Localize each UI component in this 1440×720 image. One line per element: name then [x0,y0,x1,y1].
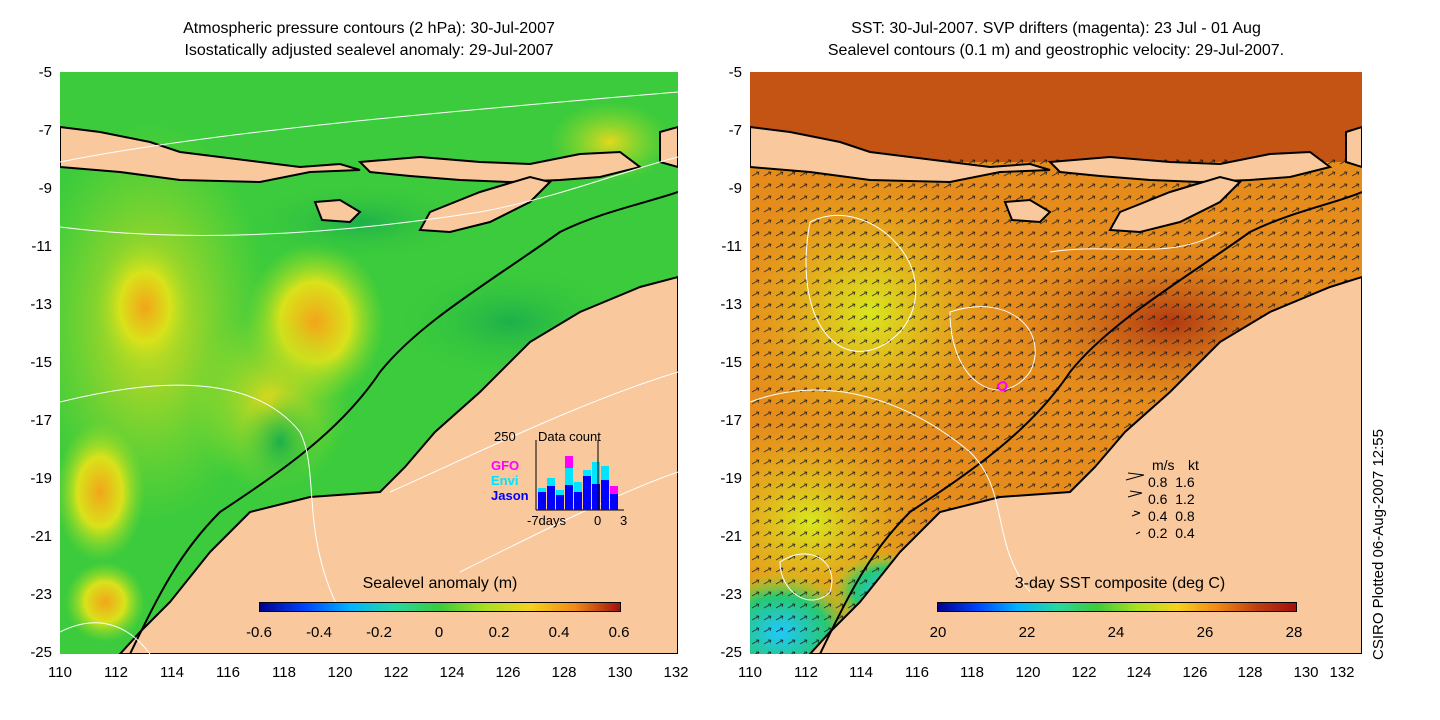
inset-bar-chart [535,440,624,511]
inset-bars [538,456,618,510]
legend-arrows [1125,472,1145,535]
inset-legend-gfo: GFO [491,458,520,473]
inset-xlabel-zero: 0 [594,513,602,528]
right-colorbar-title: 3-day SST composite (deg C) [1014,575,1226,592]
legend-header-kt: kt [1188,457,1199,473]
left-title-line2: Isostatically adjusted sealevel anomaly:… [184,42,554,59]
inset-xlabel-start: -7days [527,513,567,528]
inset-legend-jason: Jason [491,488,529,503]
left-title-line1: Atmospheric pressure contours (2 hPa): 3… [183,20,555,37]
inset-xlabel-end: 3 [620,513,628,528]
legend-row-1: 0.8 1.6 [1148,474,1195,490]
left-map-panel[interactable] [60,72,678,654]
right-title-line2: Sealevel contours (0.1 m) and geostrophi… [827,42,1285,59]
sst-map [750,72,1362,654]
legend-row-3: 0.4 0.8 [1148,508,1195,524]
right-colorbar [937,602,1297,612]
inset-title: Data count [538,429,601,444]
legend-row-4: 0.2 0.4 [1148,525,1195,541]
legend-header-ms: m/s [1152,457,1175,473]
left-colorbar [259,602,621,612]
left-colorbar-title: Sealevel anomaly (m) [362,575,518,592]
right-title-line1: SST: 30-Jul-2007. SVP drifters (magenta)… [851,20,1261,37]
plot-timestamp: CSIRO Plotted 06-Aug-2007 12:55 [1370,429,1387,660]
sealevel-anomaly-map [60,72,678,654]
inset-legend-envi: Envi [491,473,519,488]
legend-row-2: 0.6 1.2 [1148,491,1195,507]
inset-y-max-label: 250 [494,429,516,444]
right-map-panel[interactable] [750,72,1362,654]
